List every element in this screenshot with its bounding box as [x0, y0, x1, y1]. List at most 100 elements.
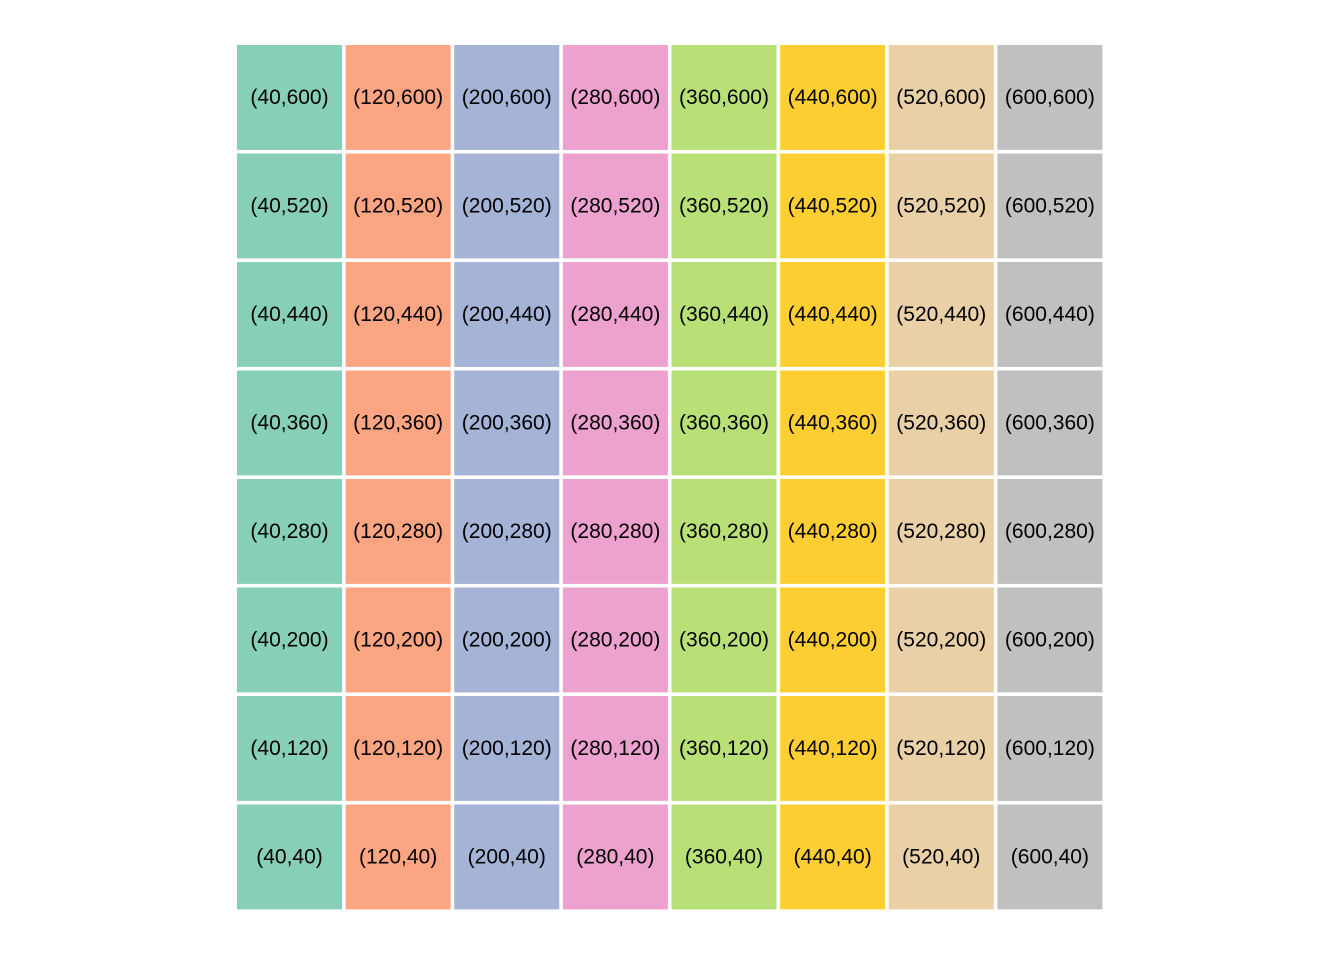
- tile-label: (280,600): [570, 86, 660, 109]
- tile: [237, 45, 343, 150]
- tile-label: (600,440): [1005, 303, 1095, 326]
- tile-label: (120,120): [353, 737, 443, 760]
- tile: [671, 696, 777, 801]
- tile-label: (520,360): [896, 411, 986, 434]
- tile-label: (120,440): [353, 303, 443, 326]
- tile: [562, 370, 668, 476]
- tile: [454, 804, 560, 910]
- tile: [780, 479, 886, 584]
- tile: [562, 587, 668, 693]
- tile: [562, 153, 668, 259]
- tile: [237, 262, 343, 367]
- tile-label: (200,200): [462, 628, 552, 651]
- tile-label: (200,520): [462, 194, 552, 217]
- tile: [888, 479, 994, 584]
- tile: [997, 479, 1103, 584]
- tile: [454, 696, 560, 801]
- tile-label: (120,40): [359, 845, 437, 868]
- tile-label: (360,360): [679, 411, 769, 434]
- tile-label: (40,40): [256, 845, 323, 868]
- tile: [562, 479, 668, 584]
- tile: [345, 153, 451, 259]
- tile: [888, 804, 994, 910]
- tile: [454, 262, 560, 367]
- tile-label: (440,120): [788, 737, 878, 760]
- tile-label: (600,120): [1005, 737, 1095, 760]
- tile: [345, 696, 451, 801]
- tile: [345, 45, 451, 150]
- tile-label: (280,200): [570, 628, 660, 651]
- tile: [671, 370, 777, 476]
- tile: [888, 696, 994, 801]
- tile-label: (280,280): [570, 520, 660, 543]
- tile: [997, 153, 1103, 259]
- tile-label: (120,600): [353, 86, 443, 109]
- tile: [345, 370, 451, 476]
- tile: [888, 45, 994, 150]
- tile: [562, 262, 668, 367]
- tile-label: (40,120): [250, 737, 328, 760]
- tile: [780, 45, 886, 150]
- tile-label: (40,280): [250, 520, 328, 543]
- tile-label: (360,280): [679, 520, 769, 543]
- tile: [888, 587, 994, 693]
- tile: [671, 587, 777, 693]
- tile-label: (360,200): [679, 628, 769, 651]
- tile-label: (600,520): [1005, 194, 1095, 217]
- tile-label: (200,280): [462, 520, 552, 543]
- tile: [780, 804, 886, 910]
- tile: [997, 804, 1103, 910]
- tile-label: (520,200): [896, 628, 986, 651]
- tile-label: (600,600): [1005, 86, 1095, 109]
- tile-label: (280,40): [576, 845, 654, 868]
- tile-label: (280,360): [570, 411, 660, 434]
- tile: [562, 804, 668, 910]
- tile: [780, 696, 886, 801]
- tile: [888, 262, 994, 367]
- tile-label: (200,120): [462, 737, 552, 760]
- tile: [780, 587, 886, 693]
- tile: [780, 262, 886, 367]
- tile: [454, 153, 560, 259]
- tile-label: (360,120): [679, 737, 769, 760]
- tile-label: (120,280): [353, 520, 443, 543]
- tile-label: (40,440): [250, 303, 328, 326]
- tile: [345, 479, 451, 584]
- tile-label: (200,440): [462, 303, 552, 326]
- tile: [454, 587, 560, 693]
- tile: [237, 153, 343, 259]
- tile-label: (360,600): [679, 86, 769, 109]
- tile-label: (40,360): [250, 411, 328, 434]
- tile-label: (120,200): [353, 628, 443, 651]
- tile-label: (40,200): [250, 628, 328, 651]
- tile: [888, 370, 994, 476]
- tile-label: (440,440): [788, 303, 878, 326]
- tile-label: (440,200): [788, 628, 878, 651]
- tile-label: (520,440): [896, 303, 986, 326]
- tile-label: (520,520): [896, 194, 986, 217]
- tile-label: (360,520): [679, 194, 769, 217]
- tile: [997, 370, 1103, 476]
- tile: [237, 587, 343, 693]
- tile-label: (600,280): [1005, 520, 1095, 543]
- tile-label: (200,600): [462, 86, 552, 109]
- tile-label: (360,440): [679, 303, 769, 326]
- tile-label: (440,520): [788, 194, 878, 217]
- tile-label: (280,520): [570, 194, 660, 217]
- tile: [997, 45, 1103, 150]
- tile-label: (200,40): [468, 845, 546, 868]
- tile-label: (600,200): [1005, 628, 1095, 651]
- tile: [237, 479, 343, 584]
- tile-label: (120,520): [353, 194, 443, 217]
- tile-label: (520,600): [896, 86, 986, 109]
- tile-label: (440,40): [794, 845, 872, 868]
- tile: [671, 45, 777, 150]
- tile: [345, 262, 451, 367]
- tile: [671, 479, 777, 584]
- tile-label: (40,520): [250, 194, 328, 217]
- tile-label: (120,360): [353, 411, 443, 434]
- tile: [345, 804, 451, 910]
- tile: [997, 262, 1103, 367]
- tile-label: (440,280): [788, 520, 878, 543]
